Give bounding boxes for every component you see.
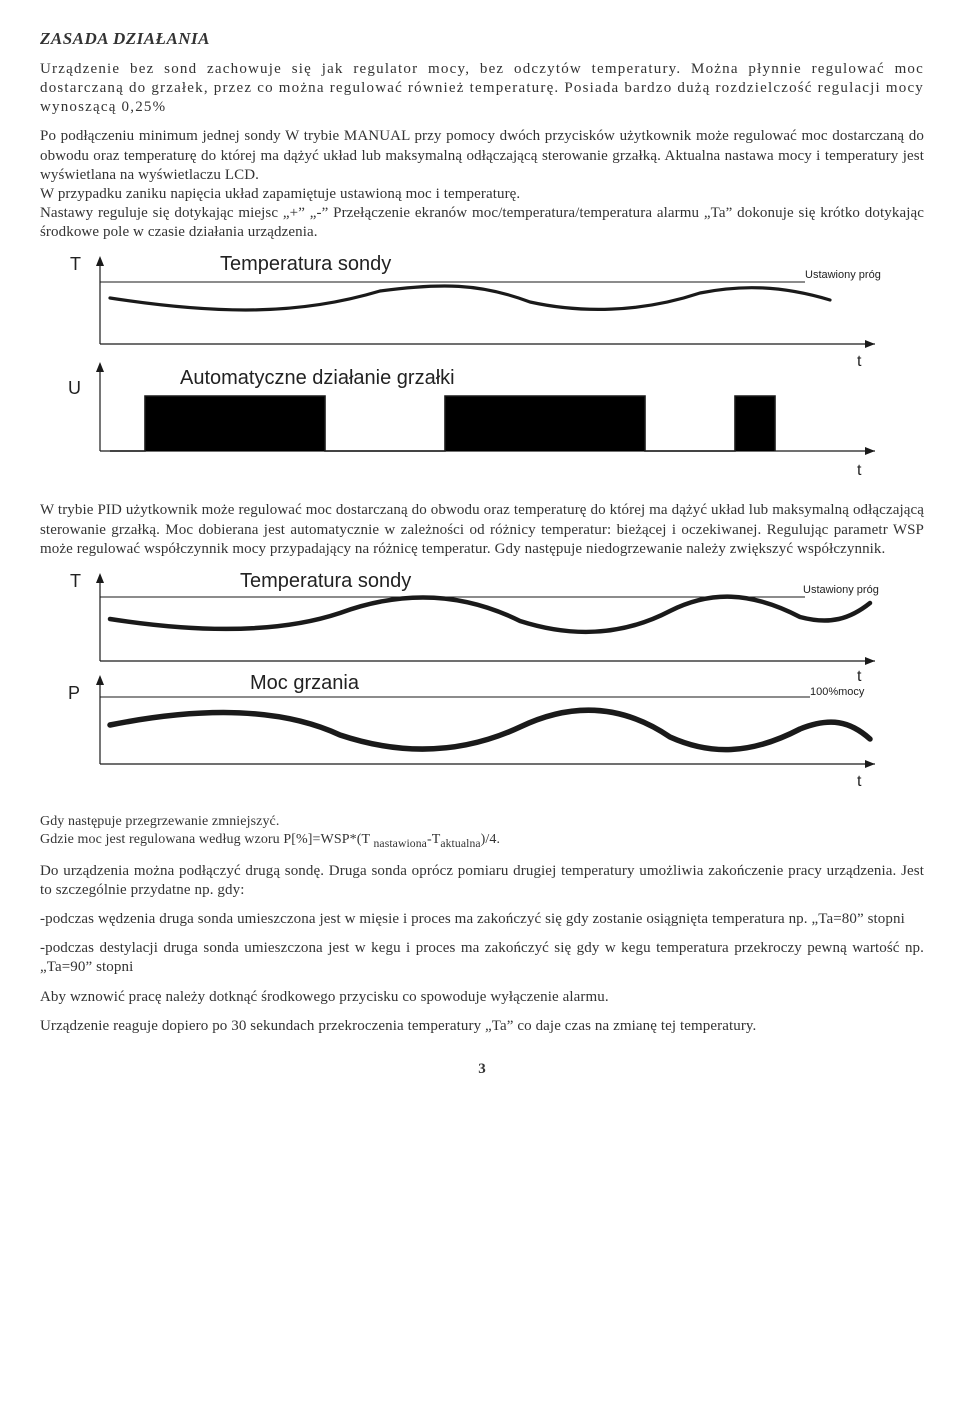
svg-text:Moc grzania: Moc grzania (250, 672, 360, 694)
para4b-sub2: aktualna (440, 837, 480, 850)
paragraph-8: Aby wznowić pracę należy dotknąć środkow… (40, 988, 924, 1007)
paragraph-9: Urządzenie reaguje dopiero po 30 sekunda… (40, 1017, 924, 1036)
svg-text:t: t (857, 668, 862, 685)
paragraph-6: -podczas wędzenia druga sonda umieszczon… (40, 910, 924, 929)
svg-text:U: U (68, 378, 81, 398)
svg-text:Automatyczne działanie grzałki: Automatyczne działanie grzałki (180, 367, 455, 389)
para2a: Po podłączeniu minimum jednej sondy W tr… (40, 128, 924, 182)
svg-text:t: t (857, 353, 862, 370)
svg-text:t: t (857, 773, 862, 790)
chart-manual-mode: Ustawiony próg T Temperatura sondy t U Automa… (40, 252, 924, 487)
svg-text:t: t (857, 462, 862, 479)
paragraph-7: -podczas destylacji druga sonda umieszcz… (40, 939, 924, 977)
paragraph-4: Gdy następuje przegrzewanie zmniejszyć. … (40, 813, 924, 852)
para4b-sub1: nastawiona (374, 837, 427, 850)
paragraph-3: W trybie PID użytkownik może regulować m… (40, 501, 924, 559)
svg-text:T: T (70, 571, 81, 591)
paragraph-2: Po podłączeniu minimum jednej sondy W tr… (40, 127, 924, 242)
paragraph-1: Urządzenie bez sond zachowuje się jak re… (40, 60, 924, 118)
svg-text:T: T (70, 254, 81, 274)
para2c: Nastawy reguluje się dotykając miejsc „+… (40, 205, 924, 240)
svg-text:Ustawiony próg: Ustawiony próg (805, 269, 881, 281)
para4a: Gdy następuje przegrzewanie zmniejszyć. (40, 814, 279, 829)
svg-text:Temperatura sondy: Temperatura sondy (220, 253, 391, 275)
paragraph-5: Do urządzenia można podłączyć drugą sond… (40, 862, 924, 900)
svg-text:Ustawiony próg: Ustawiony próg (803, 584, 879, 596)
para2b: W przypadku zaniku napięcia układ zapami… (40, 186, 520, 202)
para4b-mid: -T (427, 832, 440, 847)
svg-text:100%mocy: 100%mocy (810, 686, 865, 698)
page-number: 3 (40, 1060, 924, 1079)
svg-text:Temperatura sondy: Temperatura sondy (240, 570, 411, 592)
page-title: ZASADA DZIAŁANIA (40, 28, 924, 50)
chart-pid-mode: Ustawiony prógTTemperatura sondyt100%moc… (40, 569, 924, 799)
para4b-suffix: )/4. (481, 832, 500, 847)
para4b-prefix: Gdzie moc jest regulowana według wzoru P… (40, 832, 374, 847)
svg-text:P: P (68, 683, 80, 703)
